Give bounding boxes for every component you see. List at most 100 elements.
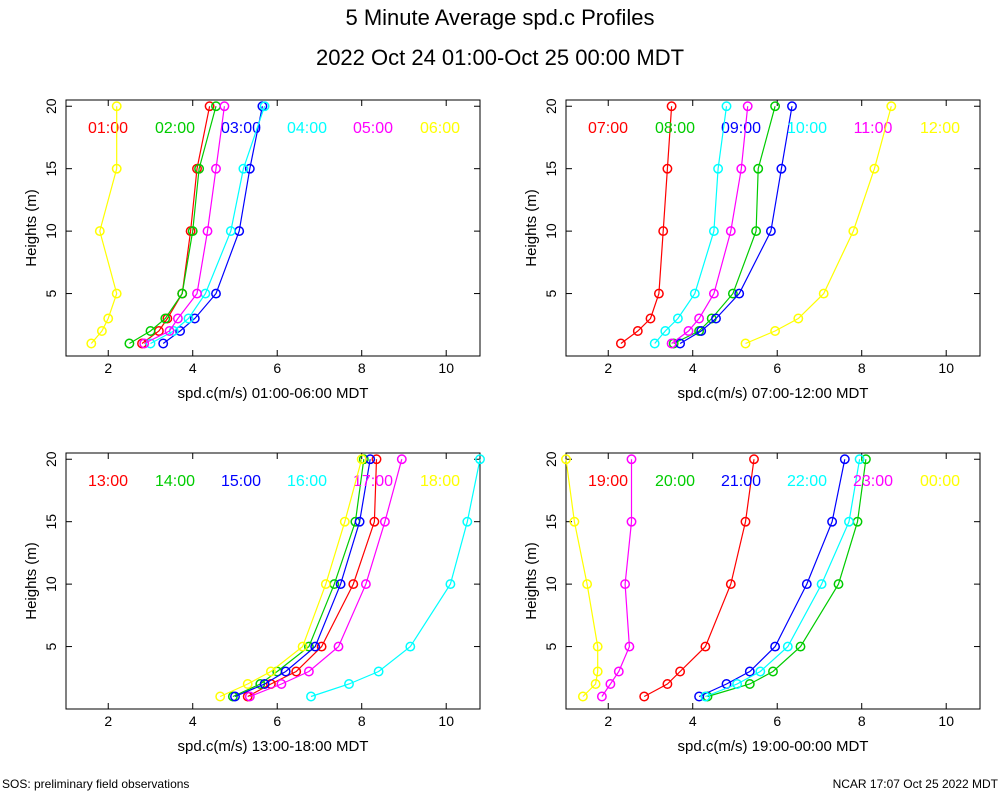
series-line: [129, 106, 217, 345]
data-point: [753, 163, 764, 174]
data-point: [869, 163, 880, 174]
data-point: [711, 313, 721, 324]
data-point: [103, 313, 114, 324]
plot-frame: [565, 99, 981, 357]
legend-entry: 07:00: [588, 120, 628, 137]
legend-entry: 11:00: [854, 120, 893, 137]
series-line: [698, 459, 846, 698]
data-point: [816, 579, 827, 590]
x-tick-label: 6: [273, 713, 281, 729]
data-point: [145, 326, 156, 336]
data-point: [749, 454, 759, 465]
y-tick-label: 15: [543, 514, 559, 530]
data-point: [316, 641, 327, 652]
data-point: [645, 313, 656, 324]
data-point: [111, 288, 122, 299]
data-point: [259, 101, 270, 112]
data-point: [244, 163, 255, 174]
data-point: [770, 326, 781, 336]
series-line: [150, 106, 266, 345]
y-tick-label: 5: [43, 642, 59, 650]
data-point: [626, 516, 637, 527]
y-axis-label: Heights (m): [23, 542, 40, 620]
series-line: [234, 459, 371, 698]
legend-entry: 17:00: [353, 473, 393, 490]
x-tick-label: 10: [938, 713, 954, 729]
x-tick-label: 8: [358, 713, 366, 729]
data-point: [561, 454, 571, 465]
data-point: [86, 338, 97, 349]
data-point: [751, 226, 762, 237]
data-point: [379, 516, 390, 527]
data-point: [238, 163, 249, 174]
data-point: [297, 641, 308, 652]
data-point: [672, 313, 683, 324]
series-line: [679, 106, 793, 345]
data-point: [189, 313, 200, 324]
data-point: [111, 163, 122, 174]
data-point: [782, 641, 793, 652]
data-point: [230, 691, 240, 702]
plot-frame: [565, 452, 981, 710]
x-tick-label: 4: [689, 360, 697, 376]
data-point: [592, 666, 603, 677]
y-tick-label: 5: [43, 289, 59, 297]
legend-entry: 16:00: [287, 473, 327, 490]
series-line: [673, 106, 776, 345]
footer-note: SOS: preliminary field observations: [2, 777, 190, 791]
x-axis-label: spd.c(m/s) 07:00-12:00 MDT: [678, 385, 869, 402]
data-point: [303, 666, 314, 677]
data-point: [582, 579, 593, 590]
data-point: [306, 691, 316, 702]
data-point: [700, 641, 711, 652]
data-point: [211, 163, 221, 174]
data-point: [259, 679, 270, 689]
x-tick-label: 8: [858, 713, 866, 729]
data-point: [291, 666, 302, 677]
y-tick-label: 10: [543, 576, 559, 592]
data-point: [658, 226, 669, 237]
legend-entry: 05:00: [353, 120, 393, 137]
data-point: [111, 101, 122, 112]
data-point: [211, 288, 221, 299]
data-point: [569, 516, 580, 527]
data-point: [280, 666, 291, 677]
data-point: [776, 163, 787, 174]
legend-entry: 15:00: [221, 473, 261, 490]
legend-entry: 13:00: [88, 473, 128, 490]
data-point: [755, 666, 766, 677]
data-point: [732, 679, 743, 689]
series-line: [162, 106, 263, 344]
data-point: [333, 641, 344, 652]
data-point: [215, 691, 226, 702]
data-point: [244, 691, 255, 702]
data-point: [886, 101, 897, 112]
series-line: [654, 106, 728, 344]
y-tick-label: 5: [543, 289, 559, 297]
data-point: [744, 679, 755, 689]
series-line: [143, 106, 225, 345]
legend-entry: 08:00: [655, 120, 695, 137]
data-point: [725, 579, 736, 590]
series-line: [565, 459, 599, 697]
y-axis-label: Heights (m): [23, 189, 40, 267]
data-point: [653, 288, 664, 299]
plot-frame: [65, 99, 481, 357]
data-point: [770, 641, 781, 652]
legend-entry: 06:00: [420, 120, 460, 137]
chart-subtitle: 2022 Oct 24 01:00-Oct 25 00:00 MDT: [315, 45, 685, 70]
data-point: [225, 226, 236, 237]
y-tick-label: 20: [543, 98, 559, 114]
data-point: [320, 579, 331, 590]
data-point: [649, 338, 660, 349]
data-point: [768, 666, 778, 677]
data-point: [96, 326, 107, 336]
x-tick-label: 10: [938, 360, 954, 376]
data-point: [839, 454, 850, 465]
data-point: [742, 101, 753, 112]
data-point: [854, 454, 865, 465]
series-line: [141, 106, 211, 344]
data-point: [187, 226, 198, 237]
series-line: [745, 106, 892, 345]
x-tick-label: 2: [604, 713, 612, 729]
